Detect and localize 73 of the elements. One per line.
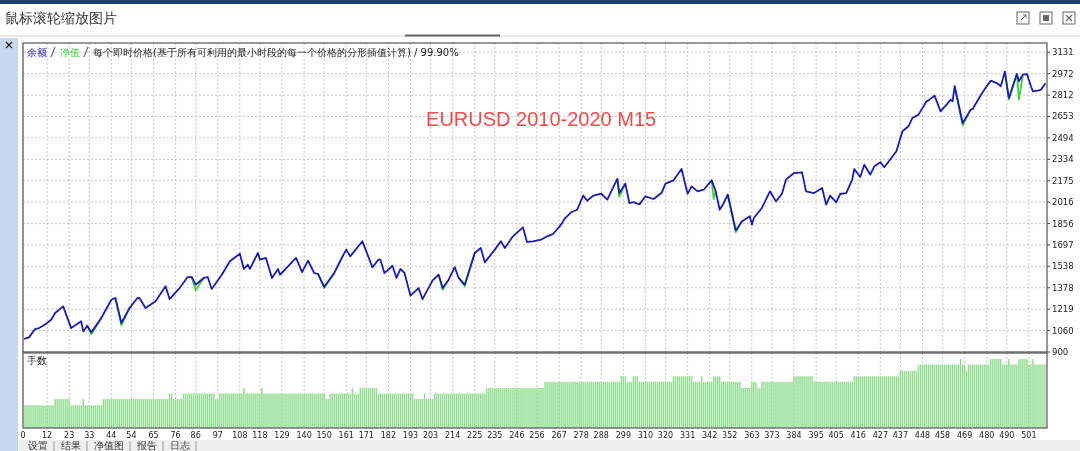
x-tick-label: 320 xyxy=(657,431,674,440)
text: 日志 xyxy=(170,440,190,451)
y-tick-label: 2494 xyxy=(1052,132,1074,143)
x-tick-label: 342 xyxy=(702,431,718,440)
x-tick-label: 427 xyxy=(872,431,888,440)
y-tick-label: 2016 xyxy=(1052,197,1074,208)
x-tick-label: 299 xyxy=(615,431,631,440)
y-tick-label: 2972 xyxy=(1052,68,1074,79)
x-tick-label: 267 xyxy=(551,431,567,440)
x-tick-label: 203 xyxy=(422,431,439,440)
x-tick-label: 76 xyxy=(170,431,181,440)
x-tick-label: 161 xyxy=(338,431,354,440)
text: 报告 xyxy=(136,440,157,451)
y-tick-label: 2175 xyxy=(1052,175,1074,186)
x-tick-label: 469 xyxy=(957,431,973,440)
x-tick-label: 235 xyxy=(487,431,503,440)
x-tick-label: 384 xyxy=(786,431,802,440)
x-tick-label: 373 xyxy=(764,431,780,440)
chart-title: 手数 xyxy=(27,355,47,366)
x-tick-label: 458 xyxy=(934,431,951,440)
x-tick-label: 12 xyxy=(42,431,53,440)
x-tick-label: 65 xyxy=(148,431,159,440)
y-tick-label: 2653 xyxy=(1052,111,1074,122)
y-tick-label: 1697 xyxy=(1052,239,1074,250)
y-tick-label: 1378 xyxy=(1052,282,1074,293)
text: 净值图 xyxy=(94,440,124,451)
y-tick-label: 1538 xyxy=(1052,261,1074,272)
x-tick-label: 108 xyxy=(232,431,248,440)
y-tick-label: 1219 xyxy=(1052,304,1074,315)
x-tick-label: 310 xyxy=(637,431,654,440)
x-tick-label: 23 xyxy=(64,431,75,440)
x-tick-label: 246 xyxy=(509,431,525,440)
x-tick-label: 140 xyxy=(296,431,312,440)
y-tick-label: 1856 xyxy=(1052,218,1074,229)
text: EURUSD 2010-2020 M15 xyxy=(426,108,657,130)
x-tick-label: 86 xyxy=(190,431,201,440)
x-tick-label: 288 xyxy=(593,431,609,440)
y-tick-label: 2812 xyxy=(1052,90,1074,101)
x-tick-label: 225 xyxy=(467,431,483,440)
x-tick-label: 118 xyxy=(252,431,268,440)
x-tick-label: 395 xyxy=(808,431,824,440)
y-tick-label: 2334 xyxy=(1052,154,1074,165)
x-tick-label: 490 xyxy=(999,431,1015,440)
text: 结果 xyxy=(61,440,81,451)
text: 设置 xyxy=(28,440,48,451)
x-tick-label: 416 xyxy=(850,431,866,440)
x-tick-label: 256 xyxy=(529,431,545,440)
text: 鼠标滚轮缩放图片 xyxy=(5,10,117,26)
x-tick-label: 54 xyxy=(126,431,137,440)
x-tick-label: 193 xyxy=(402,431,419,440)
annotation: 每个即时价格(基于所有可利用的最小时段的每一个价格的分形插值计算) / 99.90% xyxy=(93,47,459,58)
legend: 余额 净值 每个即时价格(基于所有可利用的最小时段的每一个价格的分形插值计算) / 99.90% xyxy=(27,46,459,58)
y-tick-label: 3131 xyxy=(1052,47,1074,58)
x-tick-label: 331 xyxy=(679,431,696,440)
x-tick-label: 129 xyxy=(274,431,290,440)
x-tick-label: 363 xyxy=(744,431,760,440)
x-tick-label: 437 xyxy=(892,431,909,440)
x-tick-label: 405 xyxy=(828,431,844,440)
x-tick-label: 448 xyxy=(914,431,931,440)
x-tick-label: 97 xyxy=(212,431,223,440)
x-tick-label: 33 xyxy=(84,431,95,440)
x-tick-label: 171 xyxy=(358,431,374,440)
x-tick-label: 278 xyxy=(573,431,589,440)
x-tick-label: 352 xyxy=(722,431,738,440)
y-tick-label: 1060 xyxy=(1052,325,1074,336)
x-tick-label: 480 xyxy=(979,431,995,440)
x-tick-label: 214 xyxy=(445,431,461,440)
x-tick-label: 44 xyxy=(106,431,117,440)
x-tick-label: 501 xyxy=(1021,431,1037,440)
x-tick-label: 182 xyxy=(380,431,397,440)
x-tick-label: 150 xyxy=(316,431,332,440)
x-tick-label: 0 xyxy=(20,431,26,440)
y-tick-label: 900 xyxy=(1052,347,1069,357)
